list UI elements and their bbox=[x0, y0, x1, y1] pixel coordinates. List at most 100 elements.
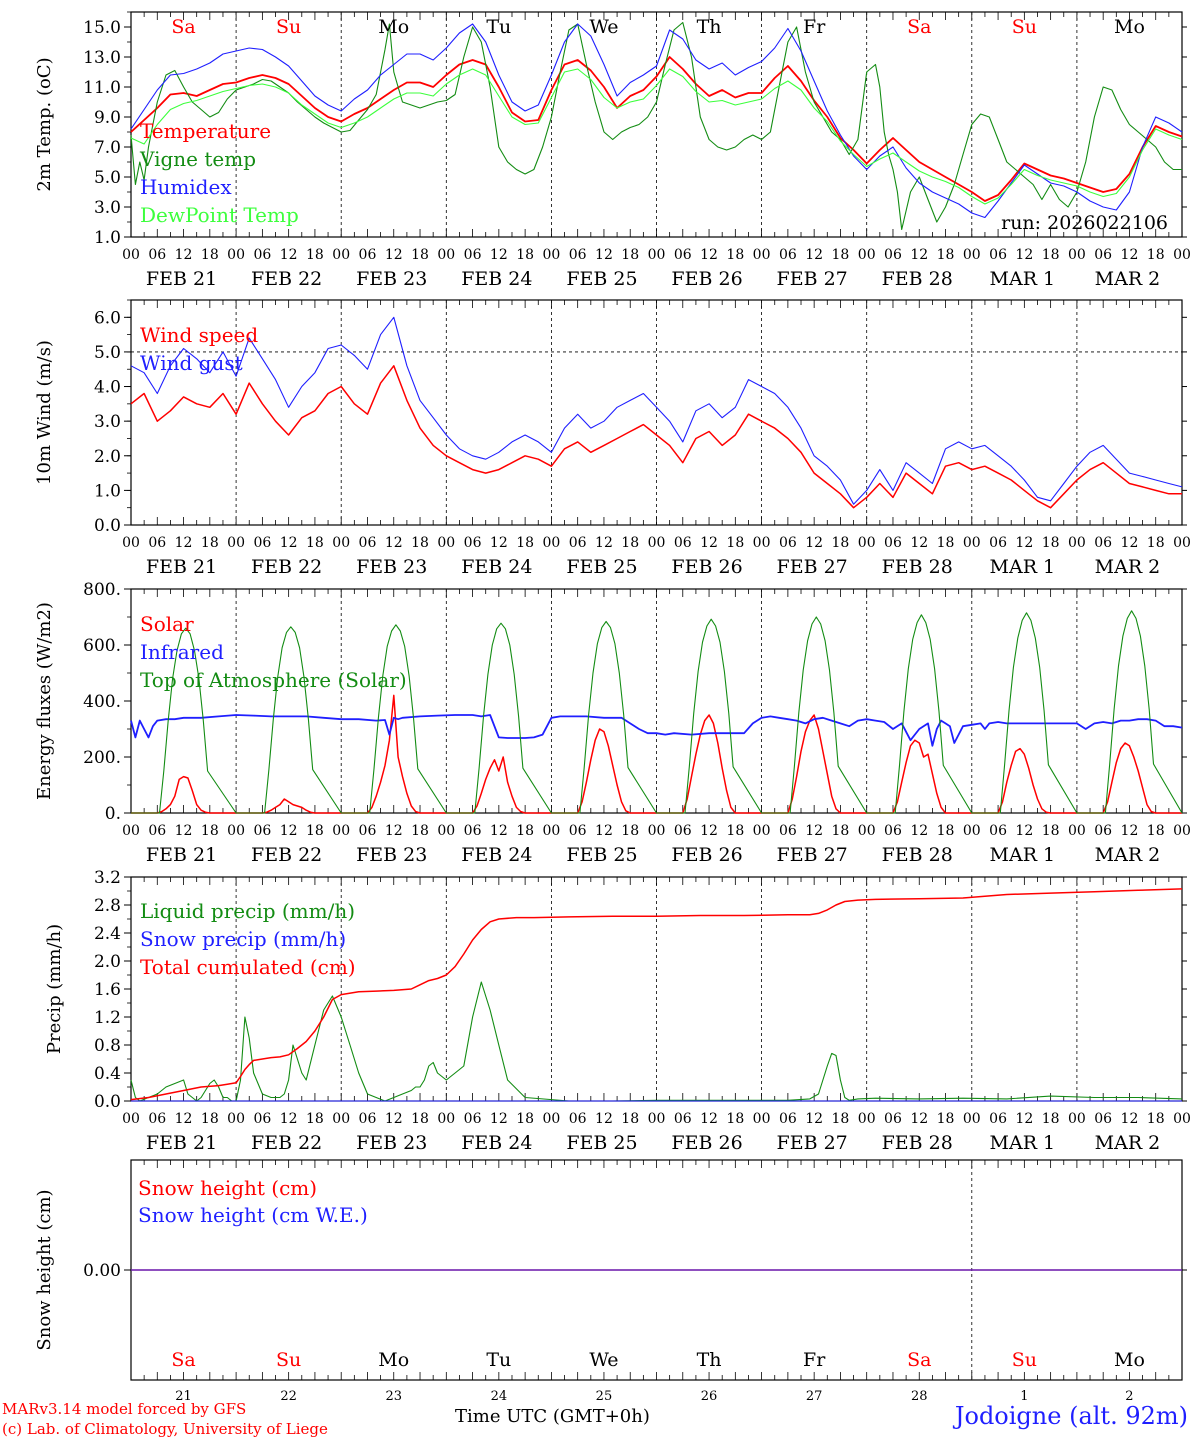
x-hour-label: 00 bbox=[963, 823, 981, 839]
x-hour-label: 00 bbox=[122, 247, 140, 263]
y-tick-label: 15.0 bbox=[83, 18, 121, 38]
y-axis-title: Precip (mm/h) bbox=[44, 924, 65, 1054]
x-hour-label: 12 bbox=[385, 823, 403, 839]
legend-entry: Humidex bbox=[140, 175, 232, 199]
x-hour-label: 00 bbox=[437, 247, 455, 263]
x-hour-label: 12 bbox=[280, 1111, 298, 1127]
legend-entry: Solar bbox=[140, 612, 194, 636]
x-hour-label: 18 bbox=[832, 535, 850, 551]
x-hour-label: 12 bbox=[175, 247, 193, 263]
series-line-wind-gust bbox=[130, 316, 1183, 505]
x-date-label: FEB 23 bbox=[356, 556, 427, 578]
x-hour-label: 00 bbox=[1068, 535, 1086, 551]
x-hour-label: 06 bbox=[253, 535, 271, 551]
x-hour-label: 12 bbox=[175, 823, 193, 839]
x-hour-label: 12 bbox=[595, 535, 613, 551]
x-hour-label: 12 bbox=[1121, 1111, 1139, 1127]
y-tick-label: 2.0 bbox=[94, 447, 121, 467]
x-hour-label: 00 bbox=[227, 535, 245, 551]
x-hour-label: 06 bbox=[1094, 535, 1112, 551]
x-hour-label: 00 bbox=[858, 247, 876, 263]
x-date-label: FEB 24 bbox=[461, 268, 532, 290]
y-tick-label: 200. bbox=[83, 748, 121, 768]
x-hour-label: 06 bbox=[884, 823, 902, 839]
x-date-label: FEB 21 bbox=[146, 556, 217, 578]
x-hour-label: 18 bbox=[621, 1111, 639, 1127]
x-hour-label: 00 bbox=[963, 1111, 981, 1127]
x-hour-label: 12 bbox=[1121, 247, 1139, 263]
x-hour-label: 00 bbox=[753, 1111, 771, 1127]
legend-entry: Temperature bbox=[140, 119, 271, 143]
day-name-label: Th bbox=[697, 1349, 722, 1371]
x-hour-label: 12 bbox=[595, 247, 613, 263]
legend-entry: Vigne temp bbox=[139, 147, 256, 171]
x-hour-label: 18 bbox=[516, 823, 534, 839]
day-number-label: 23 bbox=[385, 1389, 402, 1404]
x-date-label: FEB 22 bbox=[251, 1132, 322, 1154]
x-axis-title: Time UTC (GMT+0h) bbox=[455, 1406, 650, 1427]
x-date-label: FEB 26 bbox=[671, 844, 742, 866]
x-hour-label: 18 bbox=[621, 247, 639, 263]
x-hour-label: 06 bbox=[779, 823, 797, 839]
x-date-label: FEB 25 bbox=[566, 1132, 637, 1154]
y-tick-label: 3.2 bbox=[94, 868, 121, 888]
panel-energy: 0. 200. 400. 600. 800. Energy fluxes (W/m2) So… bbox=[34, 580, 1191, 866]
x-hour-label: 06 bbox=[148, 823, 166, 839]
x-hour-label: 12 bbox=[910, 823, 928, 839]
x-hour-label: 12 bbox=[1121, 535, 1139, 551]
credit-lab: (c) Lab. of Climatology, University of L… bbox=[2, 1420, 328, 1438]
day-name-label: Sa bbox=[907, 1349, 931, 1371]
y-axis-title: Energy fluxes (W/m2) bbox=[34, 602, 55, 800]
x-hour-label: 12 bbox=[1121, 823, 1139, 839]
x-hour-label: 06 bbox=[989, 535, 1007, 551]
x-hour-label: 18 bbox=[1147, 535, 1165, 551]
x-date-label: FEB 23 bbox=[356, 1132, 427, 1154]
x-hour-label: 12 bbox=[280, 247, 298, 263]
x-date-label: MAR 2 bbox=[1095, 1132, 1161, 1154]
x-date-label: FEB 27 bbox=[777, 844, 848, 866]
x-hour-label: 18 bbox=[937, 247, 955, 263]
x-hour-label: 18 bbox=[726, 247, 744, 263]
x-hour-label: 00 bbox=[753, 247, 771, 263]
y-tick-label: 0.4 bbox=[94, 1064, 121, 1084]
x-date-label: FEB 25 bbox=[566, 844, 637, 866]
x-date-label: FEB 27 bbox=[777, 556, 848, 578]
panel-temp: 1.0 3.0 5.0 7.0 9.0 11.0 13.0 15.0 2m Temp. (oC)… bbox=[34, 11, 1191, 290]
x-hour-label: 18 bbox=[1147, 1111, 1165, 1127]
day-number-label: 21 bbox=[175, 1389, 192, 1404]
x-hour-label: 00 bbox=[858, 1111, 876, 1127]
legend-entry: Snow height (cm W.E.) bbox=[138, 1203, 368, 1227]
x-date-label: MAR 2 bbox=[1095, 556, 1161, 578]
x-hour-label: 12 bbox=[910, 1111, 928, 1127]
x-hour-label: 00 bbox=[1068, 1111, 1086, 1127]
x-date-label: FEB 28 bbox=[882, 1132, 953, 1154]
x-hour-label: 00 bbox=[122, 1111, 140, 1127]
x-hour-label: 06 bbox=[674, 1111, 692, 1127]
x-hour-label: 00 bbox=[963, 247, 981, 263]
x-hour-label: 06 bbox=[359, 535, 377, 551]
y-tick-label: 1.6 bbox=[94, 980, 121, 1000]
x-hour-label: 06 bbox=[464, 823, 482, 839]
x-hour-label: 18 bbox=[516, 535, 534, 551]
y-tick-label: 3.0 bbox=[94, 412, 121, 432]
x-hour-label: 18 bbox=[621, 535, 639, 551]
y-tick-label: 400. bbox=[83, 692, 121, 712]
legend-entry: Infrared bbox=[140, 640, 224, 664]
x-hour-label: 06 bbox=[884, 247, 902, 263]
x-hour-label: 06 bbox=[253, 823, 271, 839]
legend-entry: DewPoint Temp bbox=[140, 203, 299, 227]
x-hour-label: 12 bbox=[175, 535, 193, 551]
x-hour-label: 06 bbox=[989, 1111, 1007, 1127]
x-date-label: FEB 28 bbox=[882, 844, 953, 866]
x-hour-label: 06 bbox=[359, 1111, 377, 1127]
x-hour-label: 18 bbox=[411, 1111, 429, 1127]
day-number-label: 22 bbox=[280, 1389, 297, 1404]
x-hour-label: 06 bbox=[884, 1111, 902, 1127]
x-hour-label: 06 bbox=[989, 247, 1007, 263]
x-date-label: FEB 24 bbox=[461, 844, 532, 866]
day-name-label: Fr bbox=[803, 1349, 826, 1371]
x-date-label: MAR 1 bbox=[990, 1132, 1056, 1154]
x-hour-label: 00 bbox=[858, 535, 876, 551]
x-hour-label: 06 bbox=[464, 247, 482, 263]
